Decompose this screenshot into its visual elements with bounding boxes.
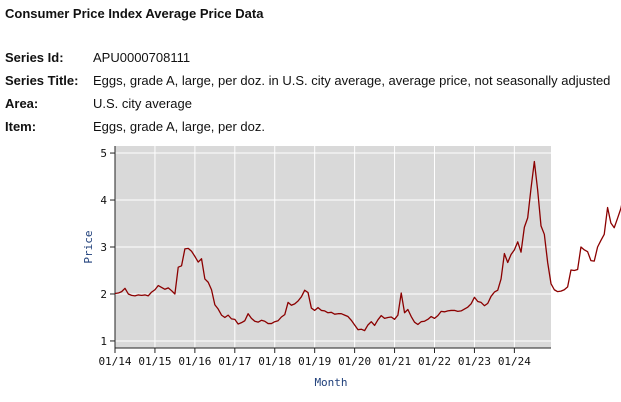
x-tick-label: 01/21 — [378, 355, 411, 368]
x-tick-label: 01/19 — [298, 355, 331, 368]
area-row: Area: U.S. city average — [5, 96, 610, 119]
y-tick-label: 4 — [100, 194, 107, 207]
y-tick-label: 2 — [100, 288, 107, 301]
x-tick-label: 01/15 — [138, 355, 171, 368]
x-tick-label: 01/16 — [178, 355, 211, 368]
area-label: Area: — [5, 96, 39, 111]
y-tick-label: 3 — [100, 241, 107, 254]
series-title-row: Series Title: Eggs, grade A, large, per … — [5, 73, 610, 96]
series-title-value: Eggs, grade A, large, per doz. in U.S. c… — [93, 73, 611, 88]
x-tick-label: 01/22 — [418, 355, 451, 368]
price-chart: 1 2 3 4 5 01/14 01/15 01/16 01/17 01/18 01/19 01/20… — [82, 146, 621, 389]
area-value: U.S. city average — [93, 96, 192, 111]
x-tick-label: 01/14 — [98, 355, 131, 368]
x-tick-label: 01/24 — [498, 355, 531, 368]
x-tick-label: 01/17 — [218, 355, 251, 368]
page-title: Consumer Price Index Average Price Data — [5, 6, 264, 21]
x-tick-label: 01/20 — [338, 355, 371, 368]
series-id-label: Series Id: — [5, 50, 64, 65]
series-id-value: APU0000708111 — [93, 50, 191, 65]
y-axis-title: Price — [82, 230, 95, 263]
x-tick-label: 01/23 — [458, 355, 491, 368]
y-tick-label: 1 — [100, 335, 107, 348]
series-info-table: Series Id: APU0000708111 Series Title: E… — [5, 50, 610, 142]
series-title-label: Series Title: — [5, 73, 79, 88]
item-value: Eggs, grade A, large, per doz. — [93, 119, 265, 134]
y-tick-label: 5 — [100, 147, 107, 160]
x-tick-label: 01/18 — [258, 355, 291, 368]
series-id-row: Series Id: APU0000708111 — [5, 50, 610, 73]
item-label: Item: — [5, 119, 37, 134]
price-series-line — [114, 160, 621, 332]
x-axis-title: Month — [314, 376, 347, 389]
item-row: Item: Eggs, grade A, large, per doz. — [5, 119, 610, 142]
